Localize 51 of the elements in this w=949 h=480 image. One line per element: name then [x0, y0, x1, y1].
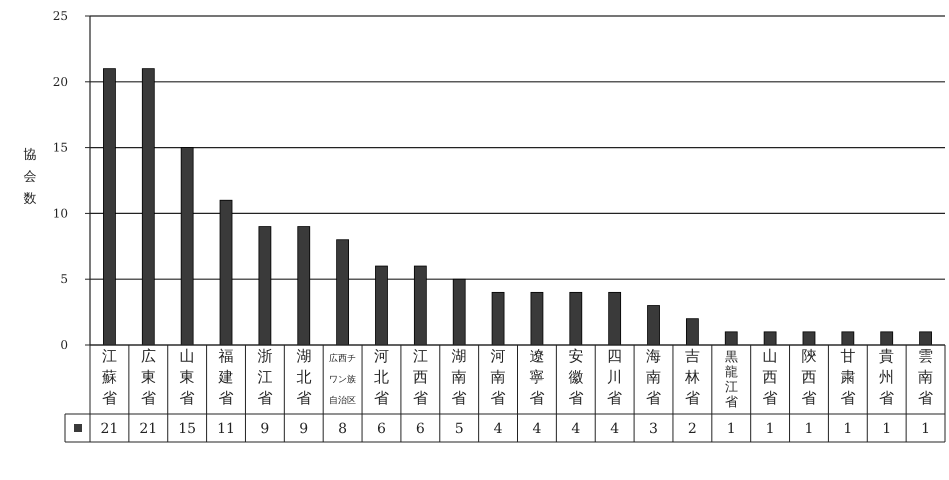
data-label: 6 [416, 421, 425, 437]
data-label: 1 [882, 421, 892, 437]
data-label: 9 [299, 421, 308, 437]
data-label: 15 [178, 421, 196, 437]
x-tick-label: 甘粛省 [840, 347, 856, 407]
y-tick-label: 10 [52, 206, 68, 220]
y-tick-label: 25 [52, 9, 68, 23]
x-tick-label: 福建省 [218, 347, 234, 407]
y-tick-label: 20 [52, 74, 68, 89]
x-tick-label: 浙江省 [257, 347, 272, 407]
x-tick-label: 河南省 [490, 347, 506, 407]
x-tick-label: 山西省 [762, 347, 778, 407]
x-tick-label: 安徽省 [568, 347, 584, 407]
data-label: 4 [610, 421, 620, 437]
y-axis-title: 協会数 [24, 148, 36, 206]
x-tick-label: 湖南省 [452, 347, 467, 407]
data-label: 2 [688, 421, 697, 437]
x-tick-label: 海南省 [646, 347, 662, 407]
x-tick-label: 広東省 [140, 347, 156, 407]
x-tick-label: 雲南省 [918, 347, 934, 407]
x-tick-label: 湖北省 [296, 347, 312, 407]
x-tick-label: 遼寧省 [529, 347, 544, 407]
data-label: 4 [571, 421, 580, 437]
category-label: 広西チワン族自治区 [329, 354, 356, 406]
data-label: 21 [139, 421, 158, 437]
y-tick-label: 5 [60, 272, 68, 286]
data-label: 1 [804, 421, 814, 437]
x-tick-label: 貴州省 [879, 347, 894, 407]
x-tick-label: 河北省 [374, 347, 389, 407]
data-label: 1 [921, 421, 930, 437]
data-label: 9 [260, 421, 270, 437]
x-tick-label: 吉林省 [684, 347, 700, 407]
data-label: 11 [217, 421, 235, 437]
data-label: 21 [100, 421, 118, 437]
x-tick-label: 四川省 [607, 347, 622, 407]
y-tick-label: 15 [52, 140, 68, 155]
x-tick-label: 黒龍江省 [724, 350, 738, 410]
data-label: 6 [377, 421, 386, 437]
data-label: 8 [338, 421, 348, 437]
data-label: 1 [726, 421, 736, 437]
data-label: 1 [766, 421, 775, 437]
data-label: 1 [843, 421, 852, 437]
data-label: 4 [532, 421, 542, 437]
x-tick-label: 山東省 [180, 347, 195, 407]
x-tick-label: 江蘇省 [102, 347, 117, 407]
data-label: 4 [494, 421, 503, 437]
data-label: 5 [454, 421, 464, 437]
x-tick-label: 江西省 [412, 347, 428, 407]
y-tick-label: 0 [60, 338, 68, 352]
data-label: 3 [649, 421, 658, 437]
x-tick-label: 陝西省 [801, 347, 816, 407]
